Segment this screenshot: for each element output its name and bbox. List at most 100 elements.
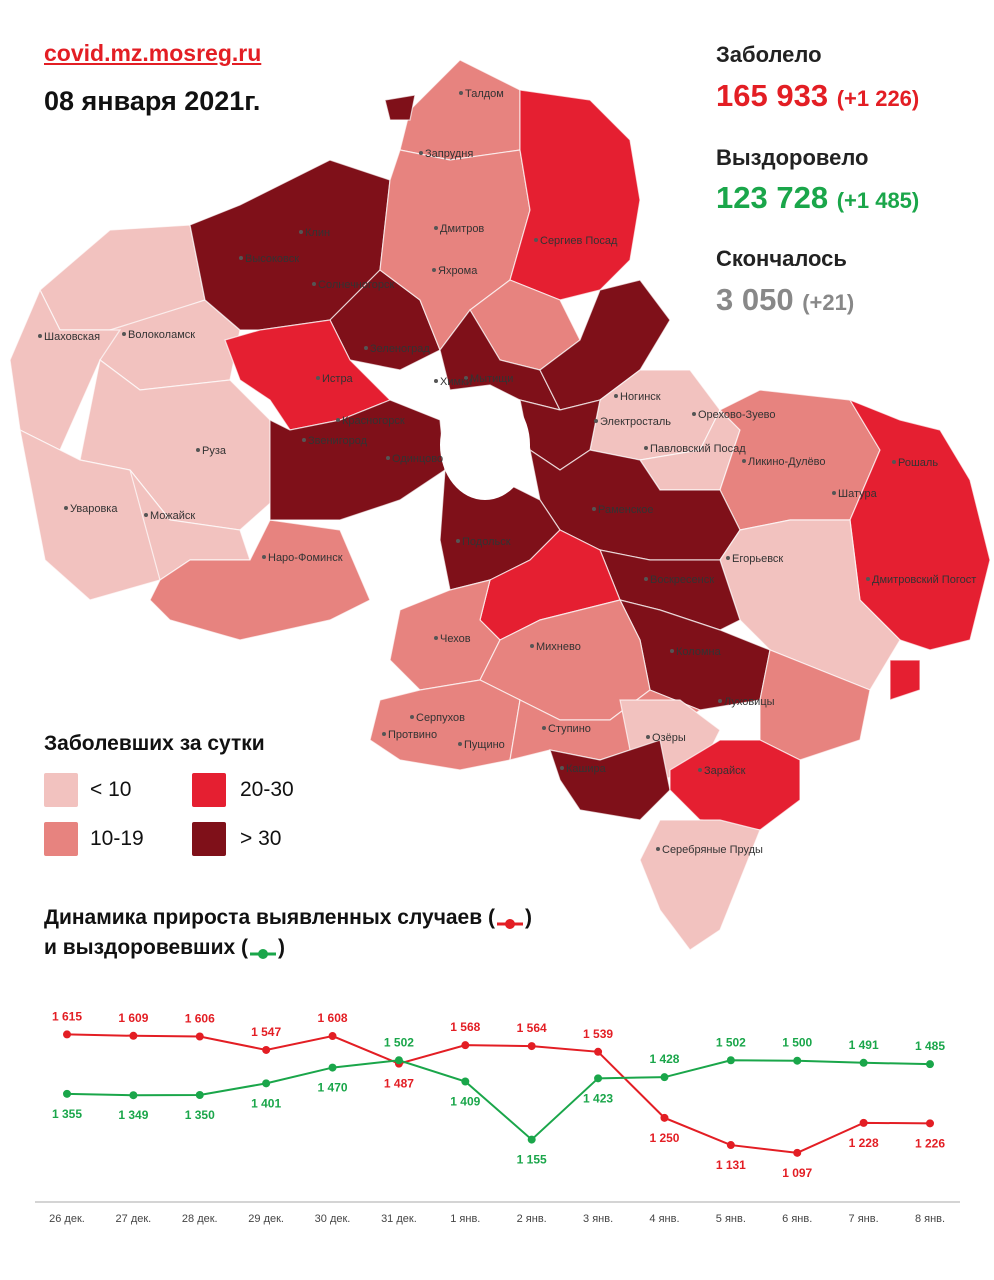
- region-serpukhov[interactable]: [369, 679, 521, 771]
- region-naro-fominsk[interactable]: [149, 519, 371, 641]
- chart-title-line1-end: ): [524, 906, 532, 929]
- city-label: Сергиев Посад: [540, 235, 618, 247]
- source-link[interactable]: covid.mz.mosreg.ru: [44, 40, 262, 66]
- sick-value: 165 933: [716, 78, 829, 113]
- cases-point: [859, 1118, 868, 1127]
- city-dot: [386, 456, 390, 460]
- region-taldom-nw[interactable]: [384, 94, 416, 121]
- x-tick-label: 29 дек.: [248, 1213, 284, 1225]
- city-label: Истра: [322, 373, 354, 385]
- city-label: Электросталь: [600, 416, 671, 428]
- city-dot: [459, 91, 463, 95]
- city-dot: [432, 268, 436, 272]
- recovered-data-label: 1 401: [251, 1096, 281, 1110]
- legend-swatch-lt10: [44, 773, 78, 807]
- recovered-value-row: 123 728 (+1 485): [716, 180, 919, 216]
- city-dot: [614, 394, 618, 398]
- city-dot: [670, 649, 674, 653]
- legend-label-10-19: 10-19: [90, 827, 144, 850]
- region-sergiev-posad[interactable]: [509, 89, 641, 301]
- cases-point: [926, 1119, 934, 1128]
- cases-data-label: 1 568: [450, 1020, 480, 1034]
- city-label: Луховицы: [724, 696, 775, 708]
- city-dot: [456, 539, 460, 543]
- city-dot: [144, 513, 148, 517]
- cases-point: [63, 1030, 71, 1039]
- cases-data-label: 1 564: [517, 1021, 547, 1035]
- x-tick-label: 27 дек.: [116, 1213, 152, 1225]
- region-shatura[interactable]: [848, 398, 991, 651]
- recovered-point: [328, 1063, 337, 1072]
- recovered-data-label: 1 500: [782, 1036, 812, 1050]
- city-dot: [594, 419, 598, 423]
- city-dot: [336, 418, 340, 422]
- recovered-data-label: 1 470: [318, 1081, 348, 1095]
- recovered-series-line: [66, 1059, 931, 1141]
- city-dot: [434, 636, 438, 640]
- city-dot: [892, 460, 896, 464]
- city-label: Ступино: [548, 723, 591, 735]
- legend-swatch-10-19: [44, 822, 78, 856]
- city-dot: [410, 715, 414, 719]
- city-dot: [534, 238, 538, 242]
- x-tick-label: 7 янв.: [849, 1213, 879, 1225]
- city-label: Кашира: [566, 763, 607, 775]
- city-dot: [592, 507, 596, 511]
- cases-point: [660, 1113, 669, 1122]
- legend-swatch-20-30: [192, 773, 226, 807]
- region-taldom[interactable]: [399, 59, 521, 161]
- city-dot: [458, 742, 462, 746]
- x-tick-label: 2 янв.: [517, 1213, 547, 1225]
- legend-swatch-gt30: [192, 822, 226, 856]
- region-serebryanye-prudy[interactable]: [639, 819, 761, 951]
- sick-delta: (+1 226): [836, 86, 920, 111]
- x-tick-label: 6 янв.: [782, 1213, 812, 1225]
- cases-point: [461, 1041, 470, 1050]
- city-dot: [38, 334, 42, 338]
- recovered-point: [793, 1056, 802, 1065]
- cases-data-label: 1 539: [583, 1027, 613, 1041]
- x-tick-label: 4 янв.: [649, 1213, 679, 1225]
- cases-point: [726, 1141, 735, 1150]
- city-label: Мытищи: [470, 373, 513, 385]
- recovered-point: [859, 1058, 868, 1067]
- region-shatura-south[interactable]: [889, 659, 921, 701]
- recovered-point: [63, 1089, 71, 1098]
- cases-data-label: 1 609: [118, 1011, 148, 1025]
- city-label: Дмитровский Погост: [872, 574, 976, 586]
- city-dot: [866, 577, 870, 581]
- cases-point: [195, 1032, 204, 1041]
- died-delta: (+21): [802, 290, 855, 315]
- city-label: Протвино: [388, 729, 437, 741]
- city-dot: [239, 256, 243, 260]
- city-dot: [262, 555, 266, 559]
- city-label: Звенигород: [308, 435, 368, 447]
- city-label: Серпухов: [416, 712, 465, 724]
- city-dot: [299, 230, 303, 234]
- city-dot: [644, 446, 648, 450]
- sick-label: Заболело: [716, 42, 822, 67]
- sick-value-row: 165 933 (+1 226): [716, 78, 919, 114]
- city-dot: [122, 332, 126, 336]
- city-label: Серебряные Пруды: [662, 844, 763, 856]
- city-dot: [434, 379, 438, 383]
- died-value: 3 050: [716, 282, 794, 317]
- moscow-city-hole: [440, 390, 530, 500]
- city-label: Ногинск: [620, 391, 661, 403]
- cases-point: [527, 1042, 536, 1051]
- x-tick-label: 1 янв.: [450, 1213, 480, 1225]
- city-label: Дмитров: [440, 223, 484, 235]
- cases-point: [328, 1032, 337, 1041]
- recovered-data-label: 1 485: [915, 1039, 945, 1053]
- city-dot: [698, 768, 702, 772]
- city-dot: [644, 577, 648, 581]
- city-label: Михнево: [536, 641, 581, 653]
- recovered-data-label: 1 423: [583, 1091, 613, 1105]
- region-kashira[interactable]: [549, 739, 671, 821]
- recovered-point: [195, 1091, 204, 1099]
- x-tick-label: 30 дек.: [315, 1213, 351, 1225]
- red-line-marker-icon: [495, 912, 525, 930]
- city-dot: [64, 506, 68, 510]
- region-zaraysk[interactable]: [669, 739, 801, 831]
- died-label: Скончалось: [716, 246, 847, 271]
